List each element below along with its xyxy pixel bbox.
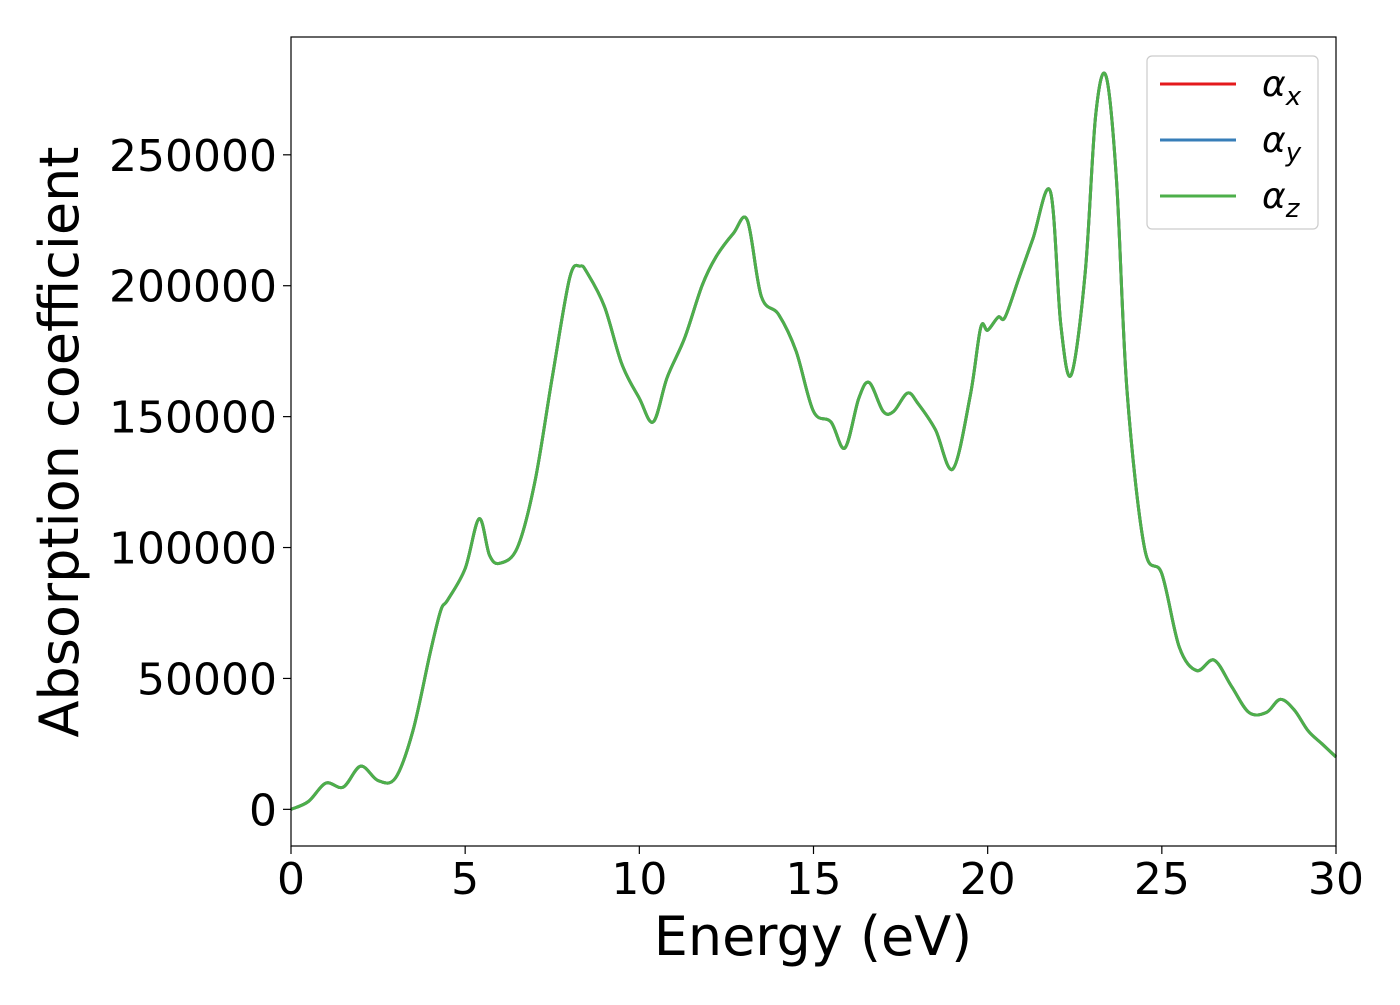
- x-tick-label: 15: [786, 854, 842, 905]
- y-axis-label: Absorption coefficient: [28, 147, 91, 738]
- y-tick-label: 50000: [137, 654, 277, 705]
- y-tick-label: 150000: [109, 393, 277, 444]
- series-line-alpha-z: [290, 71, 1338, 811]
- x-tick-label: 20: [960, 854, 1016, 905]
- x-axis-label: Energy (eV): [654, 905, 973, 968]
- legend-label-alpha-x: αx: [1262, 64, 1302, 112]
- series-layer: [290, 71, 1338, 811]
- x-tick-label: 25: [1134, 854, 1190, 905]
- legend-label-alpha-z: αz: [1262, 176, 1301, 224]
- y-tick-label: 100000: [109, 524, 277, 575]
- y-tick-label: 0: [249, 785, 277, 836]
- ticks-layer: 0 5 10 15 20 25 30 0 50000 100000 150000 200000 2500…: [109, 131, 1364, 905]
- x-tick-label: 30: [1308, 854, 1364, 905]
- y-tick-label: 200000: [109, 262, 277, 313]
- x-tick-label: 10: [611, 854, 667, 905]
- x-tick-label: 5: [451, 854, 479, 905]
- legend-box: [1146, 55, 1319, 230]
- legend-label-alpha-y: αy: [1262, 120, 1302, 168]
- x-tick-label: 0: [277, 854, 305, 905]
- legend: αx αy αz: [1146, 55, 1319, 230]
- y-tick-label: 250000: [109, 131, 277, 182]
